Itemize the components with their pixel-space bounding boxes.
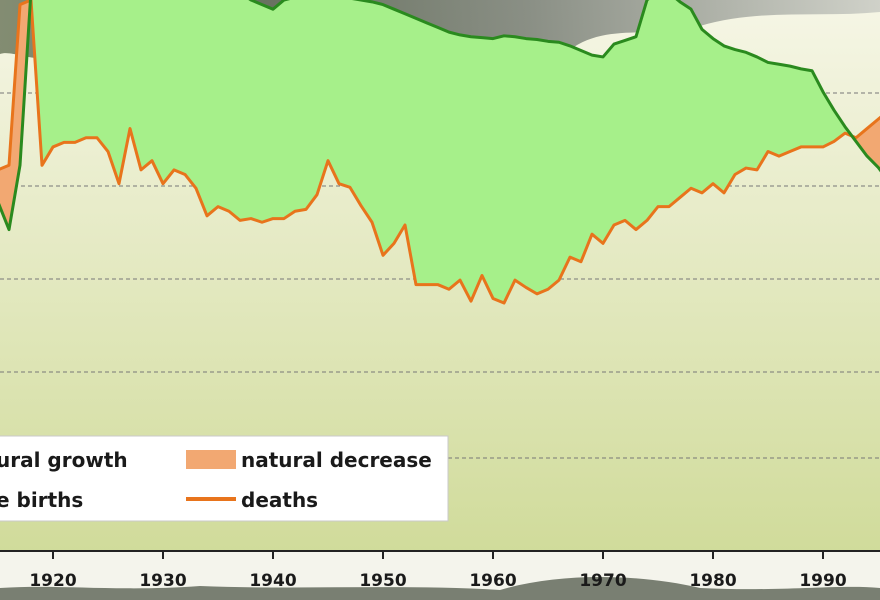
- births-line: [0, 0, 880, 232]
- x-tick-label: 1970: [579, 571, 626, 591]
- series-lines: [0, 0, 880, 305]
- legend-label-births: e births: [0, 488, 83, 512]
- deaths-line: [0, 0, 880, 305]
- natural-decrease-area: [0, 0, 31, 230]
- x-tick-label: 1930: [139, 571, 186, 591]
- legend-label-growth: ural growth: [0, 448, 128, 472]
- area-fills: [0, 0, 880, 304]
- legend: ural growth natural decrease e births de…: [0, 435, 449, 522]
- bottom-photo-decoration: [0, 577, 880, 600]
- x-tick-label: 1950: [359, 571, 406, 591]
- x-tick-label: 1920: [29, 571, 76, 591]
- x-tick-label: 1990: [799, 571, 846, 591]
- legend-label-decrease: natural decrease: [241, 448, 432, 472]
- natural-growth-area: [30, 0, 852, 304]
- legend-label-deaths: deaths: [241, 488, 318, 512]
- x-tick-label: 1960: [469, 571, 516, 591]
- x-tick-label: 1940: [249, 571, 296, 591]
- x-tick-label: 1980: [689, 571, 736, 591]
- legend-swatch-decrease: [186, 450, 236, 469]
- x-axis-ticks: 1920 1930 1940 1950 1960 1970 1980 1990: [29, 551, 847, 591]
- natural-decrease-area: [852, 117, 880, 170]
